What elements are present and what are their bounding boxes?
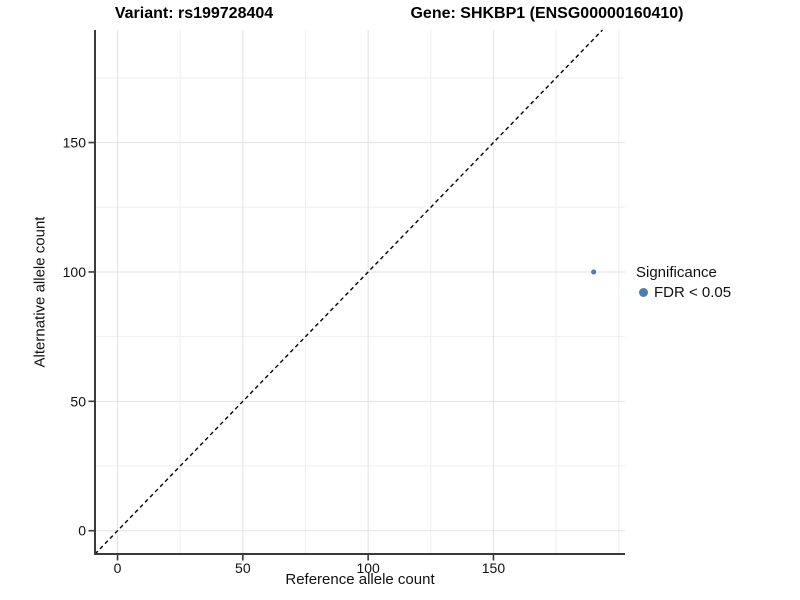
y-axis-tick-label: 100 <box>63 264 87 280</box>
identity-line <box>94 29 603 555</box>
legend: Significance FDR < 0.05 <box>636 264 731 301</box>
y-axis-tick-label: 50 <box>70 393 86 409</box>
x-axis-tick-label: 0 <box>114 560 122 576</box>
x-axis-label: Reference allele count <box>285 571 435 588</box>
y-axis-label: Alternative allele count <box>31 216 49 368</box>
y-axis-tick-label: 0 <box>78 523 86 539</box>
data-point <box>591 269 597 275</box>
x-axis-tick-label: 150 <box>482 560 506 576</box>
legend-entry: FDR < 0.05 <box>636 284 731 301</box>
y-axis-tick-label: 150 <box>63 135 87 151</box>
x-axis-tick-label: 100 <box>356 560 380 576</box>
variant-title: Variant: rs199728404 <box>114 5 274 22</box>
legend-title: Significance <box>636 264 717 281</box>
legend-point-icon <box>639 288 648 297</box>
gene-title: Gene: SHKBP1 (ENSG00000160410) <box>410 5 684 22</box>
legend-entry-label: FDR < 0.05 <box>654 284 732 301</box>
x-axis-tick-label: 50 <box>235 560 251 576</box>
